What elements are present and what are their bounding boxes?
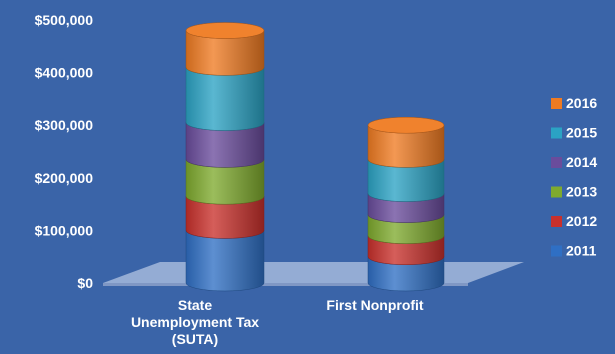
cylinder-stack xyxy=(367,116,445,292)
y-tick-label: $100,000 xyxy=(35,222,94,238)
legend-item: 2013 xyxy=(551,184,597,200)
legend-swatch xyxy=(551,186,562,198)
legend-item: 2015 xyxy=(551,125,597,141)
floor-top xyxy=(103,262,524,283)
legend-label: 2015 xyxy=(566,125,597,141)
chart-floor xyxy=(103,262,524,286)
legend-item: 2014 xyxy=(551,154,597,170)
x-axis-category-labels: State Unemployment Tax (SUTA) First Nonprof… xyxy=(131,297,424,347)
legend-swatch xyxy=(551,127,562,139)
legend-label: 2012 xyxy=(566,213,597,229)
legend-label: 2013 xyxy=(566,184,597,200)
y-tick-label: $300,000 xyxy=(35,117,94,133)
y-tick-label: $500,000 xyxy=(35,12,94,28)
bar-segment xyxy=(185,230,265,292)
legend-label: 2014 xyxy=(566,154,597,170)
bar-top-cap xyxy=(185,22,265,39)
legend-label: 2011 xyxy=(566,243,597,259)
legend-swatch xyxy=(551,98,562,109)
legend-item: 2012 xyxy=(551,213,597,229)
cylinder-bars xyxy=(185,22,445,292)
legend-label: 2016 xyxy=(566,95,597,111)
legend: 2016 2015 2014 2013 2012 2011 xyxy=(551,95,597,259)
category-label: State Unemployment Tax (SUTA) xyxy=(131,297,259,347)
category-label: First Nonprofit xyxy=(326,297,424,313)
legend-swatch xyxy=(551,245,562,257)
y-tick-label: $400,000 xyxy=(35,65,94,81)
y-axis-tick-labels: $0 $100,000 $200,000 $300,000 $400,000 $500,0… xyxy=(35,12,94,291)
legend-swatch xyxy=(551,157,562,168)
bar-top-cap xyxy=(367,116,445,134)
legend-swatch xyxy=(551,216,562,227)
legend-item: 2016 xyxy=(551,95,597,111)
y-tick-label: $0 xyxy=(77,275,93,291)
cylinder-stack xyxy=(185,22,265,292)
bar-segment xyxy=(185,67,265,131)
y-tick-label: $200,000 xyxy=(35,170,94,186)
legend-item: 2011 xyxy=(551,243,597,259)
